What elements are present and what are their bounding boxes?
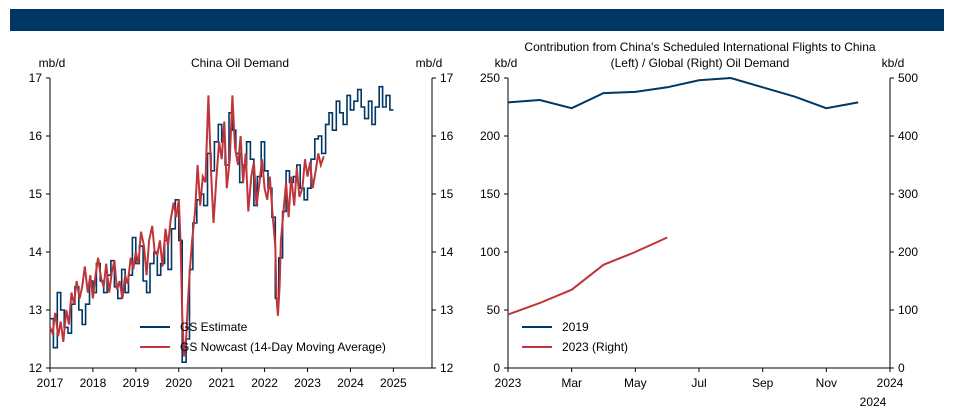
right-x-tick-label: Mar [561, 376, 582, 390]
series-2019 [507, 76, 859, 110]
right-x-year-label: 2024 [860, 395, 887, 409]
left-y-tick-label: 16 [29, 129, 43, 143]
flights-contribution-chart: Contribution from China's Scheduled Inte… [480, 40, 918, 409]
left-y-tick-label: 13 [29, 303, 43, 317]
left-x-tick-label: 2021 [208, 376, 235, 390]
right-y-tick-label: 150 [480, 187, 500, 201]
right-legend: 2019 2023 (Right) [522, 320, 628, 354]
left-y-tick-label: 14 [29, 245, 43, 259]
right-x-tick-label: Nov [816, 376, 837, 390]
left-y2-tick-label: 13 [440, 303, 454, 317]
left-x-tick-label: 2019 [122, 376, 149, 390]
right-chart-title-line2: (Left) / Global (Right) Oil Demand [611, 56, 790, 70]
right-y-tick-label: 200 [480, 129, 500, 143]
right-y-tick-label: 0 [493, 361, 500, 375]
left-y2-tick-label: 14 [440, 245, 454, 259]
header-banner [10, 9, 944, 31]
left-y-tick-label: 15 [29, 187, 43, 201]
left-y2-tick-label: 17 [440, 71, 454, 85]
right-y2-tick-label: 200 [898, 245, 918, 259]
legend-label-gs-estimate: GS Estimate [180, 320, 248, 334]
left-x-tick-label: 2025 [380, 376, 407, 390]
legend-label-gs-nowcast: GS Nowcast (14-Day Moving Average) [180, 340, 386, 354]
left-y2-tick-label: 15 [440, 187, 454, 201]
right-y2-unit: kb/d [882, 56, 905, 70]
series-gs-nowcast [49, 95, 325, 357]
right-x-tick-label: 2024 [877, 376, 904, 390]
right-y-unit: kb/d [495, 56, 518, 70]
right-y2-tick-label: 100 [898, 303, 918, 317]
left-y-unit: mb/d [39, 56, 66, 70]
legend-label-2023: 2023 (Right) [562, 340, 628, 354]
left-y2-tick-label: 12 [440, 361, 454, 375]
right-y-tick-label: 250 [480, 71, 500, 85]
series-2023-right [507, 236, 668, 316]
right-x-tick-label: Jul [691, 376, 706, 390]
left-legend: GS Estimate GS Nowcast (14-Day Moving Av… [140, 320, 386, 354]
right-y2-tick-label: 500 [898, 71, 918, 85]
left-chart-title: China Oil Demand [191, 56, 289, 70]
right-x-tick-label: Sep [752, 376, 774, 390]
left-x-tick-label: 2022 [251, 376, 278, 390]
right-y2-tick-label: 400 [898, 129, 918, 143]
left-y-tick-label: 17 [29, 71, 43, 85]
left-y2-tick-label: 16 [440, 129, 454, 143]
left-x-tick-label: 2024 [337, 376, 364, 390]
china-oil-demand-chart: China Oil Demand mb/d mb/d 12 12 13 13 14 14 1… [29, 56, 454, 390]
legend-label-2019: 2019 [562, 320, 589, 334]
right-x-tick-label: May [624, 376, 647, 390]
right-x-tick-label: 2023 [495, 376, 522, 390]
left-y-tick-label: 12 [29, 361, 43, 375]
right-chart-title-line1: Contribution from China's Scheduled Inte… [524, 40, 875, 54]
right-y-tick-label: 50 [487, 303, 501, 317]
left-x-tick-label: 2023 [294, 376, 321, 390]
right-y-tick-label: 100 [480, 245, 500, 259]
right-y2-tick-label: 300 [898, 187, 918, 201]
left-x-tick-label: 2017 [37, 376, 64, 390]
left-x-tick-label: 2018 [80, 376, 107, 390]
right-y2-tick-label: 0 [898, 361, 905, 375]
left-x-tick-label: 2020 [165, 376, 192, 390]
left-y2-unit: mb/d [416, 56, 443, 70]
